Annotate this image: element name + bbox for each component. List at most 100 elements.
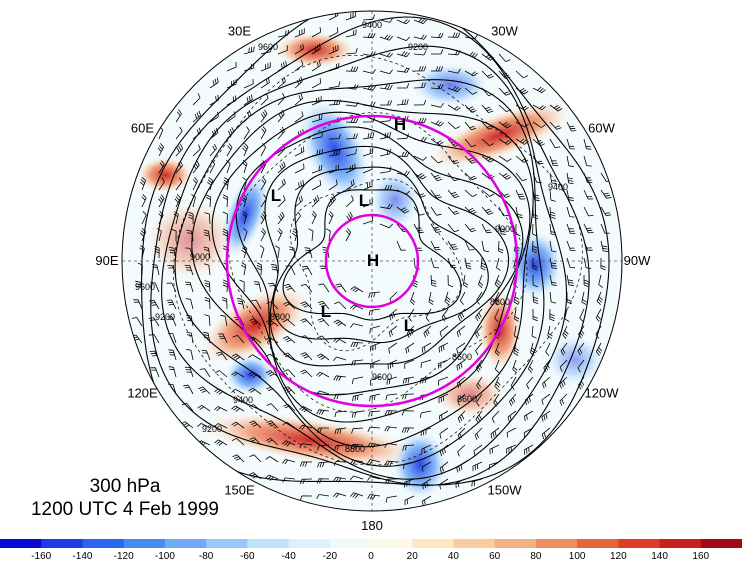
wind-barb [549, 138, 561, 149]
wind-barb [532, 189, 540, 202]
wind-barb [379, 223, 393, 229]
anomaly-negative [220, 172, 270, 258]
wind-barb [401, 410, 415, 416]
wind-barb [447, 104, 461, 111]
wind-barb [345, 148, 357, 157]
wind-barb [523, 444, 534, 455]
wind-barb [530, 342, 536, 356]
longitude-label: 150W [488, 482, 523, 497]
wind-barb [222, 279, 229, 293]
wind-barb [498, 53, 511, 62]
wind-barb [260, 62, 271, 72]
wind-barb [583, 223, 594, 234]
wind-barb [388, 325, 398, 338]
wind-barb [379, 34, 394, 41]
wind-barb [158, 211, 164, 225]
wind-barb [421, 342, 432, 353]
wind-barb [236, 298, 245, 310]
wind-barb [203, 263, 211, 276]
wind-barb [334, 444, 347, 451]
wind-barb [148, 334, 160, 344]
wind-barb [459, 291, 466, 305]
wind-barb [265, 370, 279, 378]
wind-barb [251, 299, 262, 310]
wind-barb [430, 223, 442, 233]
longitude-label: 180 [361, 518, 383, 533]
wind-barb [430, 138, 444, 146]
wind-barb [464, 155, 477, 164]
wind-barb [515, 155, 529, 163]
wind-barb [481, 223, 492, 234]
wind-barb [260, 109, 268, 123]
wind-barb [180, 421, 194, 429]
colorbar-swatch [41, 539, 83, 548]
wind-barb [345, 84, 359, 90]
wind-barb [316, 353, 330, 361]
wind-barb [578, 376, 585, 390]
wind-barb [317, 444, 330, 451]
wind-barb [300, 283, 313, 293]
wind-barb [473, 444, 483, 456]
wind-barb [285, 265, 296, 276]
wind-barb [523, 427, 534, 438]
wind-barb [498, 155, 512, 162]
wind-barb [214, 439, 228, 446]
wind-barb [379, 69, 393, 75]
low-pressure-label: L [404, 316, 414, 335]
wind-barb [203, 246, 211, 259]
colorbar-tick-label: 120 [610, 551, 627, 561]
contour-value-label: 9200 [155, 312, 175, 322]
wind-barb [385, 495, 398, 503]
wind-barb [456, 325, 466, 338]
wind-barb [333, 337, 347, 344]
wind-barb [302, 265, 313, 276]
colorbar-tick-label: -160 [31, 551, 51, 561]
wind-barb [566, 206, 575, 218]
wind-barb [265, 437, 279, 446]
wind-barb [494, 274, 501, 288]
wind-barb [430, 155, 443, 164]
wind-barb [175, 160, 183, 174]
wind-barb [204, 212, 211, 225]
anomaly-negative [225, 355, 275, 395]
wind-barb [166, 282, 177, 293]
wind-barb [368, 291, 381, 299]
wind-barb [299, 443, 313, 449]
wind-barb [328, 179, 338, 191]
wind-barb [564, 308, 570, 322]
wind-barb [362, 84, 376, 91]
contour-value-label: 8600 [457, 394, 477, 404]
wind-barb [490, 427, 500, 439]
wind-barb [260, 126, 267, 140]
contour-value-label: 9400 [362, 20, 382, 30]
wind-barb [349, 492, 364, 499]
anomaly-positive [435, 373, 505, 417]
wind-barb [396, 133, 409, 140]
wind-barb [243, 227, 248, 242]
wind-barb [242, 143, 249, 157]
wind-barb [384, 478, 398, 484]
wind-barb [367, 476, 381, 481]
colorbar-swatch [453, 539, 496, 548]
wind-barb [214, 388, 228, 395]
wind-barb [532, 223, 538, 237]
contour-labels: 9600 9400 9200 9000 8800 8600 9600 9400 9200 8800… [135, 20, 568, 454]
wind-barb [283, 301, 296, 310]
wind-barb [311, 96, 322, 106]
wind-barb [386, 376, 398, 385]
wind-barb [532, 309, 538, 322]
wind-barb [549, 104, 563, 112]
wind-barb [265, 319, 279, 327]
contour-value-label: 9400 [233, 395, 253, 405]
wind-barb [350, 323, 364, 328]
wind-barb [201, 350, 211, 361]
colorbar-swatch [123, 539, 166, 548]
wind-barb [509, 393, 517, 407]
wind-barb [583, 189, 594, 200]
wind-barb [277, 76, 286, 89]
wind-barb [560, 342, 568, 356]
wind-barb [549, 257, 558, 269]
wind-barb [294, 211, 301, 225]
wind-barb [248, 387, 262, 395]
wind-barb [515, 206, 523, 219]
